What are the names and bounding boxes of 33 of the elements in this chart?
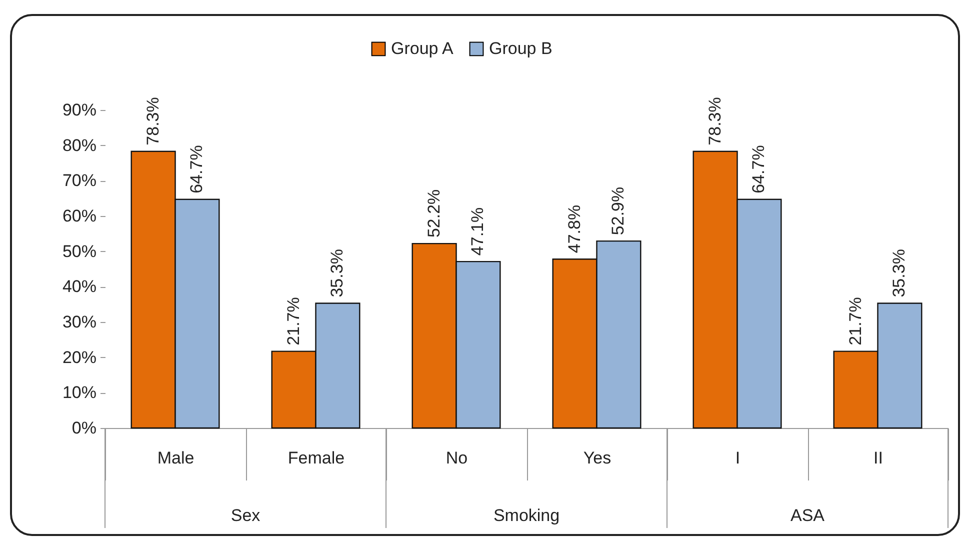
y-tick-label: 50%: [62, 242, 96, 261]
x-tick-label: Yes: [583, 448, 612, 468]
data-label: 21.7%: [846, 297, 865, 346]
data-label: 78.3%: [143, 97, 162, 146]
y-tick-label: 0%: [72, 418, 96, 438]
data-label: 52.9%: [608, 186, 628, 236]
y-tick-label: 70%: [62, 171, 96, 190]
y-tick-label: 80%: [62, 136, 96, 155]
text: ASA: [790, 506, 826, 525]
data-label: 35.3%: [890, 249, 909, 298]
data-label: 52.2%: [424, 189, 444, 238]
text: Smoking: [493, 506, 560, 525]
y-tick-label: 60%: [62, 206, 96, 226]
data-label: 47.1%: [468, 207, 488, 256]
x-tick-label: II: [874, 448, 883, 468]
data-label: 47.8%: [564, 204, 584, 254]
data-label: 21.7%: [284, 297, 303, 346]
y-tick-label: 30%: [62, 312, 96, 332]
y-tick-label: 40%: [62, 277, 96, 296]
x-tick-label: Male: [157, 448, 194, 468]
y-tick-label: 20%: [62, 348, 96, 367]
data-label: 35.3%: [328, 249, 347, 298]
legend-label: Group A: [391, 38, 454, 58]
data-label: 64.7%: [749, 145, 768, 194]
x-tick-label: Female: [288, 448, 345, 468]
y-tick-label: 10%: [62, 383, 96, 402]
legend-label: Group B: [489, 38, 552, 58]
x-tick-label: No: [446, 448, 468, 468]
text: Sex: [230, 506, 261, 525]
data-label: 78.3%: [705, 97, 724, 146]
y-tick-label: 90%: [62, 100, 96, 120]
data-label: 64.7%: [187, 145, 206, 194]
x-tick-label: I: [735, 448, 740, 468]
